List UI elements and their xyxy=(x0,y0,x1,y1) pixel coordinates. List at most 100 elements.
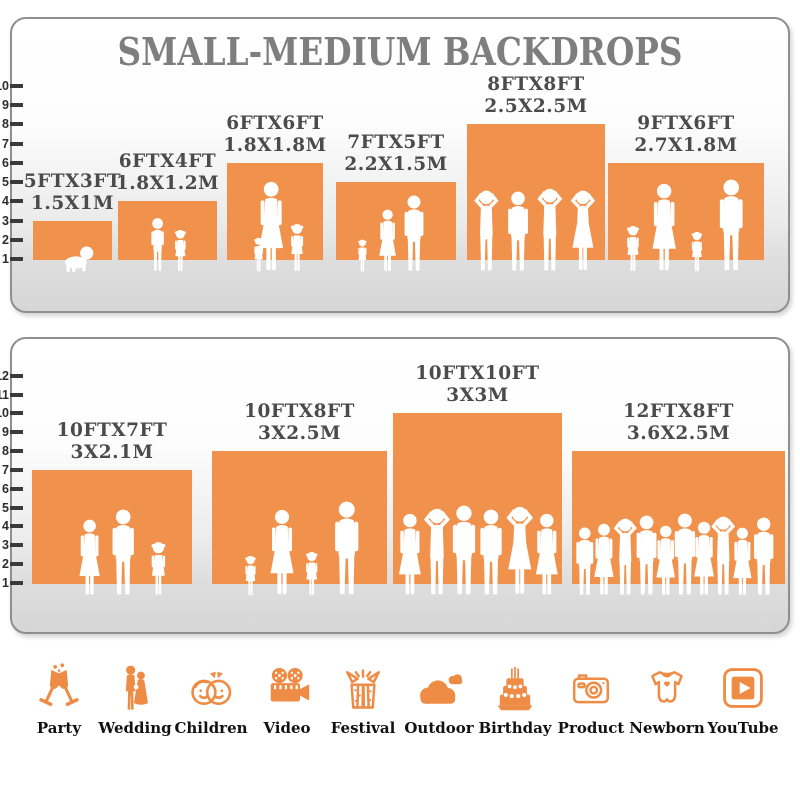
backdrop-bar-10ftx10ft xyxy=(393,413,562,584)
axis-tick-label: 10 xyxy=(0,406,9,421)
axis-tick-label: 6 xyxy=(2,155,9,170)
size-label-feet: 10FTX8FT xyxy=(244,401,355,423)
category-label: Birthday xyxy=(478,719,552,737)
category-label: Party xyxy=(36,719,82,737)
bar-size-label: 9FTX6FT 2.7X1.8M xyxy=(591,113,781,157)
birthday-cake-icon xyxy=(497,666,533,711)
category-birthday: Birthday xyxy=(478,662,552,737)
backdrop-bar-8ftx8ft xyxy=(467,124,605,260)
axis-tick-mark xyxy=(10,199,23,204)
backdrop-bar-6ftx6ft xyxy=(227,162,323,260)
size-label-feet: 12FTX8FT xyxy=(623,401,734,423)
backdrop-bar-9ftx6ft xyxy=(608,162,764,260)
category-label: Video xyxy=(263,719,311,737)
size-label-feet: 6FTX4FT xyxy=(118,151,217,173)
axis-tick-label: 2 xyxy=(2,232,9,247)
axis-tick-mark xyxy=(10,257,23,261)
axis-tick-label: 3 xyxy=(2,538,9,553)
category-label: Festival xyxy=(330,719,396,737)
axis-tick-mark xyxy=(10,524,23,529)
axis-tick-label: 1 xyxy=(2,576,9,590)
children-icon xyxy=(191,671,232,706)
bar-size-label: 10FTX8FT 3X2.5M xyxy=(205,401,395,445)
axis-tick-mark xyxy=(10,581,23,585)
category-label: Wedding xyxy=(98,719,172,737)
size-label-feet: 10FTX10FT xyxy=(415,363,540,385)
category-children: Children xyxy=(174,662,248,737)
axis-tick-mark xyxy=(10,411,23,416)
axis-tick-mark xyxy=(10,486,23,491)
backdrop-bar-6ftx4ft xyxy=(118,201,217,260)
party-icon xyxy=(39,663,79,707)
size-label-meters: 3X2.1M xyxy=(70,441,154,463)
bar-size-label: 10FTX10FT 3X3M xyxy=(383,363,573,407)
cloud-icon xyxy=(420,674,463,704)
axis-tick-label: 1 xyxy=(2,252,9,266)
axis-tick-label: 3 xyxy=(2,213,9,228)
axis-tick-label: 8 xyxy=(2,444,9,459)
category-festival: Festival xyxy=(328,662,398,737)
youtube-play-icon xyxy=(723,668,763,708)
gift-box-icon xyxy=(346,669,380,709)
backdrop-bar-5ftx3ft xyxy=(33,220,112,260)
backdrop-bar-12ftx8ft xyxy=(572,451,785,584)
axis-tick-mark xyxy=(10,83,23,88)
axis-tick-label: 8 xyxy=(2,117,9,132)
axis-tick-mark xyxy=(10,160,23,165)
bar-size-label: 6FTX6FT 1.8X1.8M xyxy=(180,113,370,157)
axis-tick-mark xyxy=(10,103,23,107)
axis-tick-label: 7 xyxy=(2,462,9,477)
size-label-meters: 2.5X2.5M xyxy=(484,96,588,118)
backdrop-bar-10ftx8ft xyxy=(212,451,387,584)
category-party: Party xyxy=(24,662,94,737)
size-label-meters: 3X3M xyxy=(446,385,509,407)
axis-tick-label: 10 xyxy=(0,78,9,93)
axis-tick-mark xyxy=(10,141,23,146)
size-label-feet: 8FTX8FT xyxy=(487,74,585,96)
axis-tick-mark xyxy=(10,430,23,435)
axis-tick-label: 9 xyxy=(2,425,9,440)
category-outdoor: Outdoor xyxy=(404,662,474,737)
category-label: Outdoor xyxy=(404,719,474,737)
wedding-icon xyxy=(125,665,148,710)
size-label-feet: 7FTX5FT xyxy=(347,132,445,153)
axis-tick-label: 6 xyxy=(2,481,9,496)
size-label-feet: 9FTX6FT xyxy=(637,112,735,134)
axis-tick-label: 9 xyxy=(2,98,9,112)
axis-tick-label: 4 xyxy=(2,194,9,209)
axis-tick-mark xyxy=(10,467,23,472)
size-label-meters: 1.8X1.2M xyxy=(115,173,220,195)
category-product: Product xyxy=(556,662,626,737)
category-newborn: Newborn xyxy=(629,662,705,737)
bar-size-label: 10FTX7FT 3X2.1M xyxy=(17,420,207,464)
axis-tick-mark xyxy=(10,180,23,184)
size-label-feet: 10FTX7FT xyxy=(56,419,168,441)
backdrop-bar-7ftx5ft xyxy=(336,182,456,260)
size-label-meters: 3X2.5M xyxy=(258,423,341,445)
category-label: Product xyxy=(557,719,625,737)
axis-tick-mark xyxy=(10,505,23,510)
category-icon-row: Party Wedding Children xyxy=(24,662,779,737)
bar-size-label: 12FTX8FT 3.6X2.5M xyxy=(584,401,774,445)
size-label-feet: 6FTX6FT xyxy=(226,112,324,134)
axis-tick-label: 4 xyxy=(2,519,9,534)
size-label-meters: 1.8X1.8M xyxy=(223,134,327,156)
category-wedding: Wedding xyxy=(98,662,172,737)
axis-tick-label: 2 xyxy=(2,557,9,572)
category-label: YouTube xyxy=(707,719,779,737)
size-label-meters: 2.2X1.5M xyxy=(344,154,448,175)
axis-tick-mark xyxy=(10,218,23,223)
axis-tick-mark xyxy=(10,449,23,454)
category-video: Video xyxy=(252,662,322,737)
backdrop-bar-10ftx7ft xyxy=(32,469,192,584)
axis-tick-mark xyxy=(10,373,23,378)
size-label-meters: 2.7X1.8M xyxy=(634,134,738,156)
size-label-meters: 1.5X1M xyxy=(31,192,114,214)
bar-size-label: 5FTX3FT 1.5X1M xyxy=(0,171,168,215)
axis-tick-mark xyxy=(10,543,23,548)
category-label: Children xyxy=(174,719,248,737)
camera-icon xyxy=(572,674,610,704)
bar-size-label: 6FTX4FT 1.8X1.2M xyxy=(73,151,263,195)
axis-tick-label: 5 xyxy=(2,500,9,515)
page-title: SMALL-MEDIUM BACKDROPS xyxy=(117,29,683,74)
